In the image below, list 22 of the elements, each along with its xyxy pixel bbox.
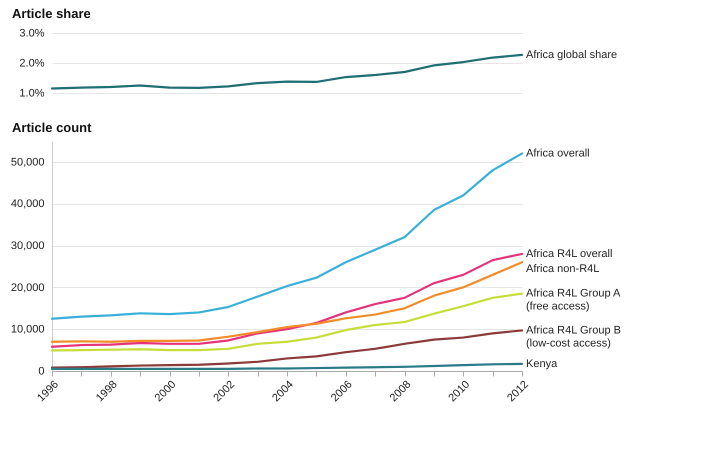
line-series: [50, 152, 524, 320]
y-tick-label: 2.0%: [19, 58, 45, 70]
y-tick-label: 30,000: [10, 240, 44, 252]
y-tick-label: 10,000: [10, 324, 44, 336]
series-label: Africa non-R4L: [526, 262, 600, 275]
y-tick-label: 20,000: [10, 282, 44, 294]
series-label: Africa R4L Group A (free access): [526, 288, 622, 313]
series-label: Kenya: [526, 358, 558, 370]
y-tick-label: 50,000: [10, 156, 44, 168]
series-label: Africa global share: [526, 48, 618, 61]
chart-title: Article count: [12, 120, 92, 135]
series-label: Africa R4L Group B (low-cost access): [526, 324, 621, 350]
chart-title: Article share: [12, 6, 91, 21]
y-tick-label: 0: [38, 366, 44, 378]
line-series: [50, 54, 524, 90]
y-tick-label: 40,000: [10, 198, 44, 210]
series-label: Africa overall: [526, 148, 590, 160]
y-tick-label: 3.0%: [19, 28, 45, 40]
series-label: Africa R4L overall: [526, 248, 612, 260]
y-tick-label: 1.0%: [19, 88, 45, 100]
line-series: [50, 292, 524, 352]
line-series: [50, 329, 524, 369]
